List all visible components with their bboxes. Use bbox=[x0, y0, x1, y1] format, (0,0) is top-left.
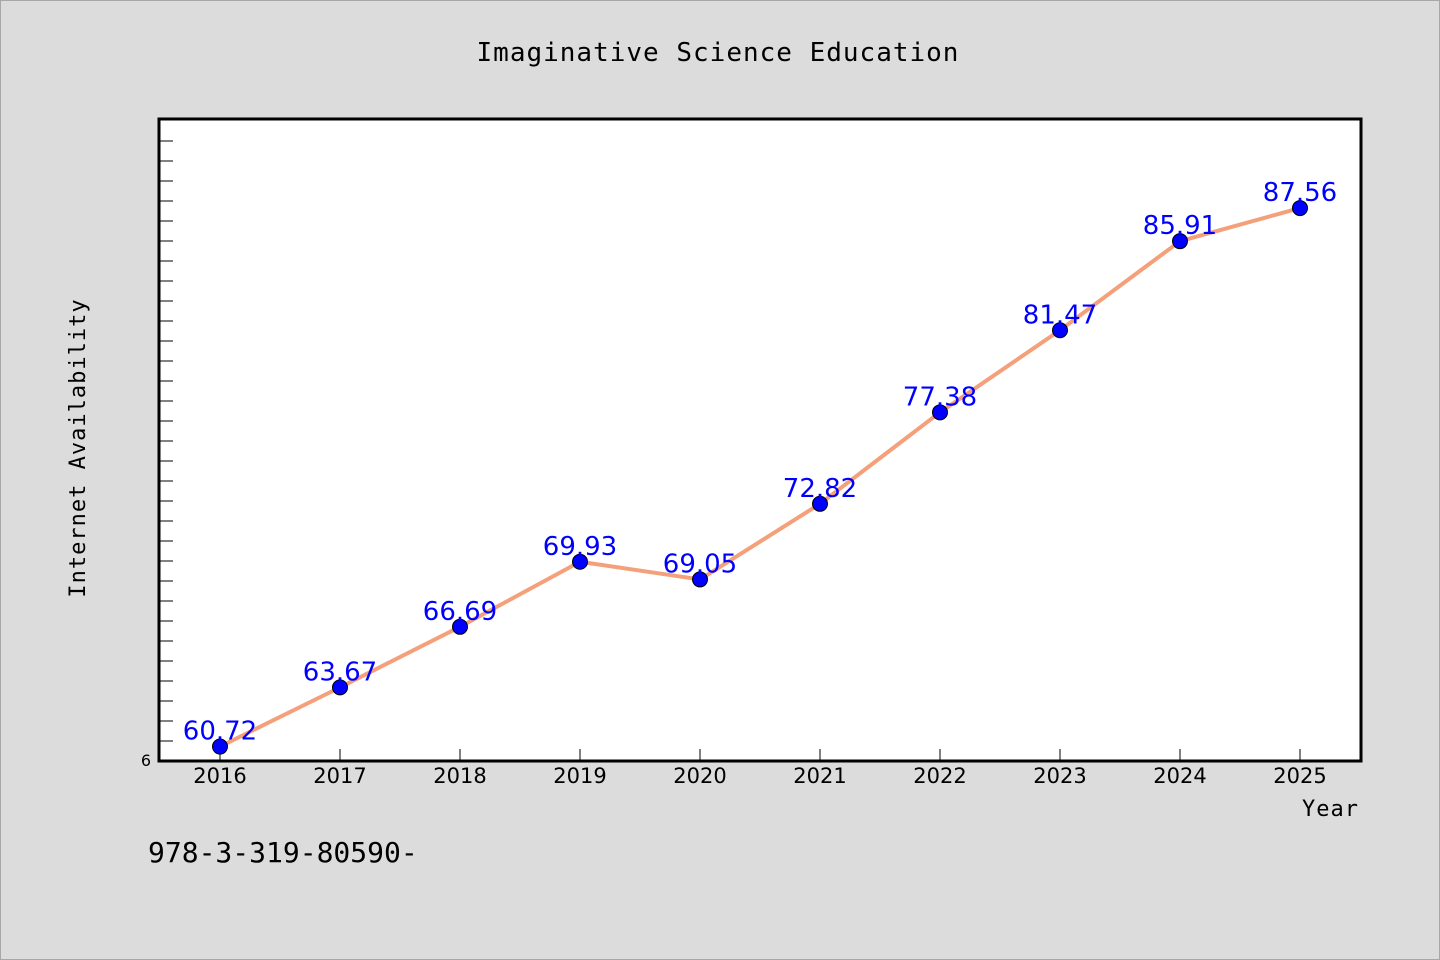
data-point bbox=[1292, 200, 1308, 217]
x-axis-ticks bbox=[219, 749, 1301, 761]
x-tick-label: 2018 bbox=[433, 764, 486, 788]
data-point bbox=[332, 679, 348, 696]
series-line bbox=[219, 206, 1301, 749]
data-label: 63.67 bbox=[303, 657, 377, 687]
data-label: 66.69 bbox=[423, 597, 497, 627]
x-tick-label: 2025 bbox=[1273, 764, 1326, 788]
data-point bbox=[812, 495, 828, 512]
y-axis-minor-ticks bbox=[159, 140, 173, 742]
x-tick-label: 2016 bbox=[193, 764, 246, 788]
data-label: 60.72 bbox=[183, 717, 257, 747]
data-label: 72.82 bbox=[783, 474, 857, 504]
footer-text: 978-3-319-80590- bbox=[148, 836, 418, 869]
x-axis-tick-labels: 2016 2017 2018 2019 2020 2021 2022 2023 2024 2025 bbox=[193, 764, 1326, 788]
data-point bbox=[572, 553, 588, 570]
data-label: 77.38 bbox=[903, 382, 977, 412]
x-tick-label: 2021 bbox=[793, 764, 846, 788]
x-tick-label: 2024 bbox=[1153, 764, 1206, 788]
data-point bbox=[1052, 322, 1068, 339]
data-label: 85.91 bbox=[1143, 211, 1217, 241]
data-markers bbox=[212, 200, 1308, 755]
data-label: 69.05 bbox=[663, 549, 737, 579]
x-tick-label: 2023 bbox=[1033, 764, 1086, 788]
y-tick-label: 6 bbox=[141, 751, 151, 770]
data-point bbox=[692, 571, 708, 588]
data-point bbox=[1172, 233, 1188, 250]
data-point bbox=[212, 738, 228, 755]
x-tick-label: 2022 bbox=[913, 764, 966, 788]
plot-area bbox=[157, 117, 1363, 763]
data-labels: 60.72 63.67 66.69 69.93 69.05 72.82 77.38 81.47… bbox=[183, 178, 1337, 746]
chart-title: Imaginative Science Education bbox=[477, 38, 960, 68]
y-axis-label: Internet Availability bbox=[66, 298, 91, 597]
x-tick-label: 2017 bbox=[313, 764, 366, 788]
data-label: 69.93 bbox=[543, 532, 617, 562]
x-tick-label: 2019 bbox=[553, 764, 606, 788]
data-label: 81.47 bbox=[1023, 300, 1097, 330]
data-label: 87.56 bbox=[1263, 178, 1337, 208]
x-tick-label: 2020 bbox=[673, 764, 726, 788]
x-axis-label: Year bbox=[1302, 797, 1359, 822]
data-point bbox=[452, 618, 468, 635]
data-point bbox=[932, 404, 948, 421]
